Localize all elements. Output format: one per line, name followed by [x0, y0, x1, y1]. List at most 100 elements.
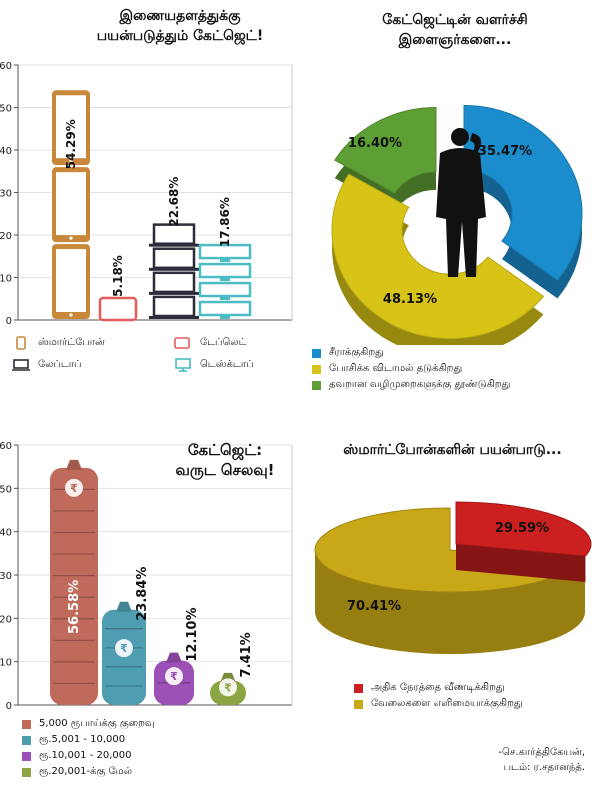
- person-head: [451, 128, 469, 146]
- smartphone-screen: [56, 95, 86, 159]
- legend4-item-0: அதிக நேரத்தை வீணடிக்கிறது: [354, 680, 584, 696]
- y-tick-label: 20: [0, 231, 12, 242]
- chart2-title: கேட்ஜெட்டின் வளர்ச்சி இளைஞர்களை...: [320, 10, 590, 50]
- y-tick-label: 60: [0, 441, 12, 452]
- chart4: 29.59% 70.41%: [314, 501, 592, 654]
- desktop-stand: [220, 258, 230, 263]
- y-tick-label: 0: [6, 701, 12, 712]
- bag-neck: [116, 601, 132, 612]
- laptop-icon: [152, 247, 196, 270]
- credit: -செ.கார்த்திகேயன், படம்: ர.சதானந்த்.: [380, 745, 585, 775]
- legend3-swatch-3: [22, 767, 31, 777]
- pie-slice-2: [334, 106, 437, 194]
- rupee-badge: [219, 678, 237, 697]
- legend3-label-3: ரூ.20,001-க்கு மேல்: [39, 766, 133, 777]
- desktop-icon: [198, 300, 252, 317]
- legend2-label-1: போசிக்க விடாமல் தடுக்கிறது: [329, 363, 463, 374]
- laptop-icon: [152, 295, 196, 318]
- legend2-swatch-2: [312, 380, 321, 390]
- chart1: 0 10 20 30 40 50 60 54.29% 5.18% 22.68% 17.86%: [0, 61, 293, 327]
- smartphone-button: [69, 236, 73, 240]
- smartphone-screen: [56, 172, 86, 236]
- laptop-base: [149, 291, 199, 295]
- rupee-badge: [65, 478, 83, 497]
- y-tick-label: 10: [0, 658, 12, 669]
- pie-label-0: 29.59%: [495, 521, 549, 536]
- legend2-item-0: சீராக்குகிறது: [312, 345, 592, 361]
- pie-label-2: 16.40%: [348, 136, 402, 151]
- chart1-title-line1: இணையதளத்துக்கு: [119, 8, 241, 24]
- chart3-title-line2: வருட செலவு!: [175, 461, 275, 479]
- chart3-title: கேட்ஜெட்: வருட செலவு!: [150, 440, 300, 480]
- legend3-item-2: ரூ.10,001 - 20,000: [22, 748, 282, 764]
- chart4-title: ஸ்மார்ட்போன்களின் பயன்பாடு...: [310, 440, 595, 460]
- smartphone-icon: [16, 336, 26, 350]
- data-label-1: 23.84%: [135, 567, 150, 621]
- pie-label-1: 48.13%: [383, 292, 437, 307]
- laptop-icon: [12, 359, 30, 371]
- legend3-label-0: 5,000 ரூபாய்க்கு குறைவு: [39, 718, 155, 729]
- legend3-swatch-2: [22, 751, 31, 761]
- legend1-label-desktop: டெஸ்க்டாப்: [200, 359, 254, 370]
- legend4-swatch-0: [354, 683, 363, 693]
- laptop-base: [149, 316, 199, 319]
- y-tick-label: 60: [0, 61, 12, 72]
- legend3-swatch-1: [22, 735, 31, 745]
- bag-neck: [66, 459, 82, 470]
- credit-photo: படம்: ர.சதானந்த்.: [503, 762, 585, 773]
- laptop-icon: [152, 271, 196, 294]
- legend1-item-smartphone: ஸ்மார்ட்போன்: [12, 335, 105, 351]
- legend2-swatch-0: [312, 348, 321, 358]
- legend2-label-2: தவறான வழிமுறைகளுக்கு தூண்டுகிறது: [329, 379, 511, 390]
- chart3-legend: 5,000 ரூபாய்க்கு குறைவு ரூ.5,001 - 10,00…: [22, 716, 282, 780]
- smartphone-button: [69, 313, 73, 317]
- legend4-label-0: அதிக நேரத்தை வீணடிக்கிறது: [371, 682, 505, 693]
- data-label-3: 7.41%: [239, 632, 254, 677]
- legend2-item-2: தவறான வழிமுறைகளுக்கு தூண்டுகிறது: [312, 377, 592, 393]
- y-tick-label: 40: [0, 146, 12, 157]
- chart1-legend: ஸ்மார்ட்போன் டேப்லெட் லேப்டாப் டெஸ்க்டாப…: [12, 335, 302, 375]
- data-label-desktop: 17.86%: [218, 197, 232, 247]
- money-bag-icon: [50, 467, 98, 705]
- legend1-item-tablet: டேப்லெட்: [174, 335, 247, 351]
- legend1-label-tablet: டேப்லெட்: [200, 337, 247, 348]
- chart4-title-line1: ஸ்மார்ட்போன்களின் பயன்பாடு...: [343, 442, 562, 458]
- bag-neck: [166, 652, 182, 663]
- smartphone-button: [69, 159, 73, 163]
- data-label-tablet: 5.18%: [111, 255, 125, 297]
- desktop-stand: [220, 277, 230, 282]
- legend3-item-3: ரூ.20,001-க்கு மேல்: [22, 764, 282, 780]
- legend3-item-1: ரூ.5,001 - 10,000: [22, 732, 282, 748]
- chart2-legend: சீராக்குகிறது போசிக்க விடாமல் தடுக்கிறது…: [312, 345, 592, 393]
- y-tick-label: 50: [0, 484, 12, 495]
- legend3-label-1: ரூ.5,001 - 10,000: [39, 734, 126, 745]
- legend4-swatch-1: [354, 699, 363, 709]
- data-label-2: 12.10%: [185, 607, 200, 661]
- chart1-title: இணையதளத்துக்கு பயன்படுத்தும் கேட்ஜெட்!: [60, 6, 300, 46]
- chart1-title-line2: பயன்படுத்தும் கேட்ஜெட்!: [96, 28, 264, 44]
- legend3-swatch-0: [22, 719, 31, 729]
- desktop-icon: [198, 262, 252, 279]
- chart2-title-line2: இளைஞர்களை...: [398, 32, 512, 48]
- tablet-icon: [174, 337, 190, 349]
- legend3-label-2: ரூ.10,001 - 20,000: [39, 750, 132, 761]
- y-tick-label: 10: [0, 274, 12, 285]
- data-label-0: 56.58%: [67, 580, 82, 634]
- legend1-label-laptop: லேப்டாப்: [38, 359, 82, 370]
- chart2: 35.47% 48.13% 16.40%: [331, 104, 583, 345]
- desktop-stand: [220, 315, 230, 319]
- y-tick-label: 30: [0, 571, 12, 582]
- chart4-legend: அதிக நேரத்தை வீணடிக்கிறது வேலைகளை எளிமைய…: [354, 680, 584, 712]
- y-tick-label: 40: [0, 528, 12, 539]
- desktop-icon: [175, 358, 191, 372]
- legend4-item-1: வேலைகளை எளிமையாக்குகிறது: [354, 696, 584, 712]
- rupee-badge: [115, 639, 133, 658]
- laptop-base: [149, 267, 199, 271]
- person-body: [436, 148, 486, 277]
- bar-0: ₹: [50, 459, 98, 705]
- bar-smartphone: [52, 90, 90, 319]
- legend4-label-1: வேலைகளை எளிமையாக்குகிறது: [371, 698, 523, 709]
- chart2-title-line1: கேட்ஜெட்டின் வளர்ச்சி: [382, 12, 528, 28]
- pie-label-0: 35.47%: [478, 144, 532, 159]
- pie-label-1: 70.41%: [347, 599, 401, 614]
